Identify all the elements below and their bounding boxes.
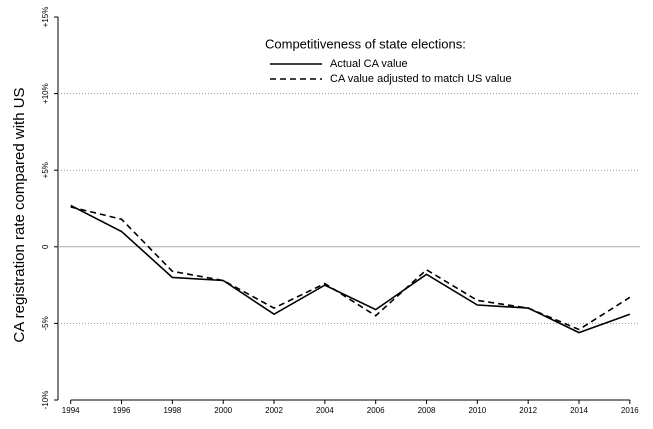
- x-tick-label: 2004: [316, 406, 334, 415]
- y-tick-label: -10%: [41, 391, 50, 410]
- x-tick-label: 2016: [621, 406, 639, 415]
- y-tick-label: 0: [41, 244, 50, 249]
- y-tick-label: +10%: [41, 83, 50, 104]
- legend-label: Actual CA value: [330, 58, 408, 70]
- y-tick-label: +5%: [41, 162, 50, 178]
- y-tick-label: +15%: [41, 7, 50, 28]
- x-tick-label: 2008: [418, 406, 436, 415]
- series-line: [70, 206, 631, 331]
- x-tick-label: 2002: [265, 406, 283, 415]
- x-tick-label: 2010: [468, 406, 486, 415]
- x-tick-label: 2006: [367, 406, 385, 415]
- x-tick-label: 1994: [62, 406, 80, 415]
- series-line: [70, 204, 631, 334]
- x-tick-label: 2012: [519, 406, 537, 415]
- legend-label: CA value adjusted to match US value: [330, 73, 512, 85]
- x-tick-label: 2014: [570, 406, 588, 415]
- x-tick-label: 2000: [214, 406, 232, 415]
- x-tick-label: 1996: [113, 406, 131, 415]
- y-tick-label: -5%: [41, 316, 50, 330]
- x-tick-label: 1998: [163, 406, 181, 415]
- legend-title: Competitiveness of state elections:: [265, 36, 466, 51]
- y-axis-label: CA registration rate compared with US: [11, 87, 28, 342]
